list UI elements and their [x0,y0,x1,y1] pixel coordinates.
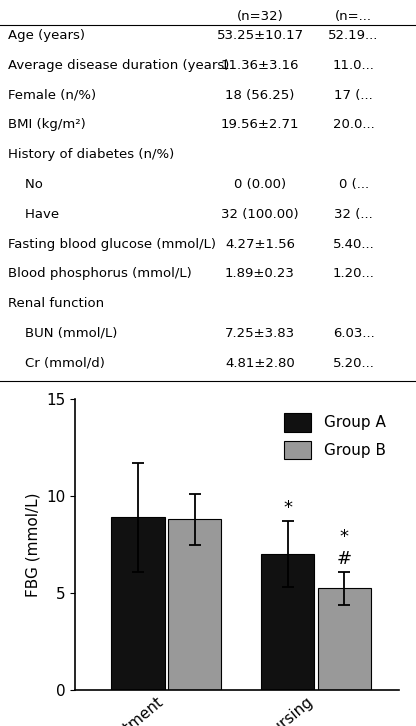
Text: 17 (...: 17 (... [334,89,373,102]
Text: Fasting blood glucose (mmol/L): Fasting blood glucose (mmol/L) [8,237,216,250]
Text: 53.25±10.17: 53.25±10.17 [216,29,304,42]
Text: 5.40...: 5.40... [333,237,374,250]
Text: 20.0...: 20.0... [333,118,374,131]
Text: (n=...: (n=... [335,9,372,23]
Text: 7.25±3.83: 7.25±3.83 [225,327,295,340]
Y-axis label: FBG (mmol/L): FBG (mmol/L) [25,492,40,597]
Text: 18 (56.25): 18 (56.25) [225,89,295,102]
Text: 4.81±2.80: 4.81±2.80 [225,356,295,370]
Text: #: # [337,550,352,568]
Bar [261,554,314,690]
Text: 32 (100.00): 32 (100.00) [221,208,299,221]
Text: 0 (...: 0 (... [339,178,369,191]
Bar [318,588,371,690]
Text: (n=32): (n=32) [237,9,283,23]
Text: 11.36±3.16: 11.36±3.16 [221,59,299,72]
Bar [111,518,165,690]
Text: BMI (kg/m²): BMI (kg/m²) [8,118,86,131]
Bar [168,519,221,690]
Text: No: No [8,178,43,191]
Text: Female (n/%): Female (n/%) [8,89,97,102]
Text: BUN (mmol/L): BUN (mmol/L) [8,327,118,340]
Text: 32 (...: 32 (... [334,208,373,221]
Text: *: * [340,529,349,547]
Text: Average disease duration (years): Average disease duration (years) [8,59,230,72]
Text: Have: Have [8,208,59,221]
Text: 4.27±1.56: 4.27±1.56 [225,237,295,250]
Text: *: * [283,499,292,518]
Text: Age (years): Age (years) [8,29,85,42]
Text: History of diabetes (n/%): History of diabetes (n/%) [8,148,175,161]
Text: Blood phosphorus (mmol/L): Blood phosphorus (mmol/L) [8,267,192,280]
Text: 6.03...: 6.03... [333,327,374,340]
Text: 1.89±0.23: 1.89±0.23 [225,267,295,280]
Legend: Group A, Group B: Group A, Group B [278,407,392,465]
Text: 1.20...: 1.20... [333,267,374,280]
Text: 52.19...: 52.19... [328,29,379,42]
Text: Cr (mmol/d): Cr (mmol/d) [8,356,105,370]
Text: 0 (0.00): 0 (0.00) [234,178,286,191]
Text: 19.56±2.71: 19.56±2.71 [221,118,299,131]
Text: 5.20...: 5.20... [333,356,374,370]
Text: Renal function: Renal function [8,297,104,310]
Text: 11.0...: 11.0... [333,59,374,72]
